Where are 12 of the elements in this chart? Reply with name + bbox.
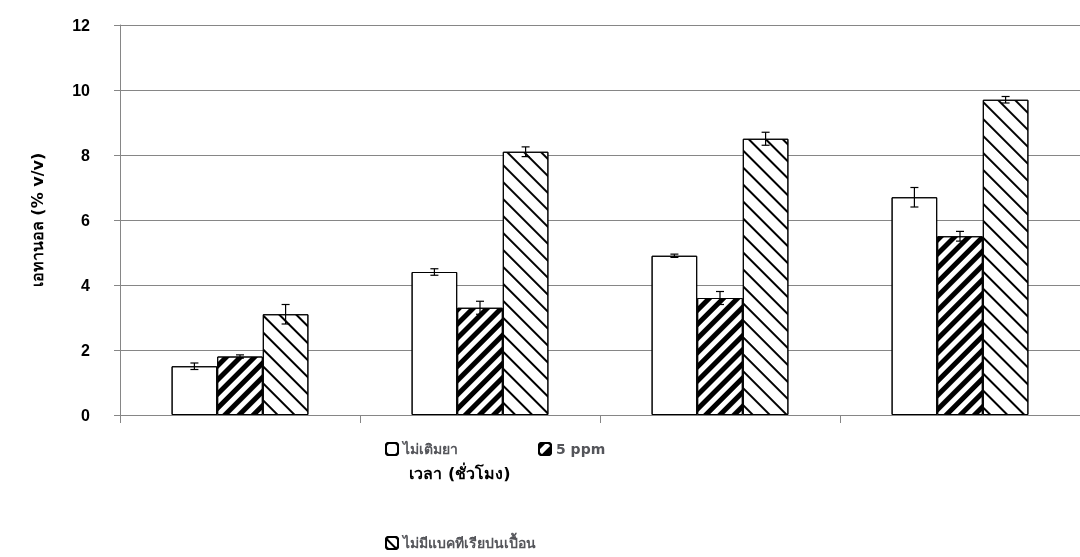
y-tick-label: 6 [81, 211, 91, 229]
y-tick-label: 10 [72, 81, 91, 99]
legend-label: ไม่เติมยา [401, 440, 458, 457]
y-tick-label: 12 [72, 16, 91, 34]
legend-label: 5 ppm [556, 441, 606, 457]
y-axis-title: เอทานอล (% v/v) [27, 152, 47, 288]
y-tick-label: 8 [81, 146, 91, 164]
legend-label: ไม่มีแบคทีเรียปนเปื้อน [401, 532, 536, 551]
y-tick-label: 0 [81, 406, 91, 424]
y-tick-label: 2 [81, 341, 91, 359]
x-axis-title: เวลา (ชั่วโมง) [409, 461, 511, 483]
y-tick-label: 4 [81, 276, 91, 294]
